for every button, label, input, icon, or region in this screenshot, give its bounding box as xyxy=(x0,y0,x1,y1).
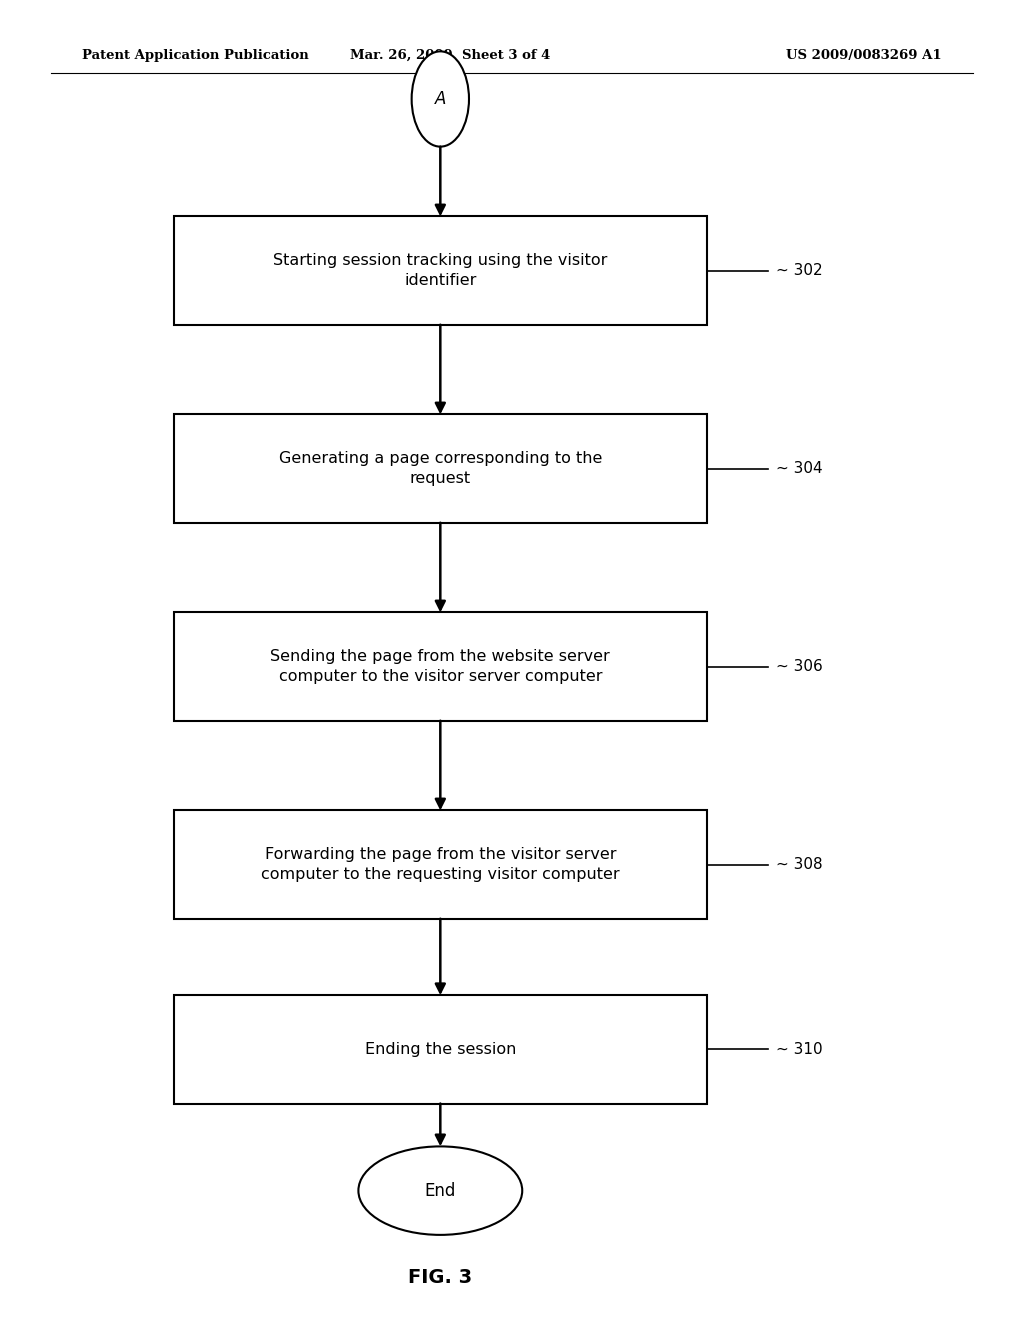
Text: End: End xyxy=(425,1181,456,1200)
Text: FIG. 3: FIG. 3 xyxy=(409,1269,472,1287)
Text: Generating a page corresponding to the
request: Generating a page corresponding to the r… xyxy=(279,451,602,486)
Text: Starting session tracking using the visitor
identifier: Starting session tracking using the visi… xyxy=(273,253,607,288)
FancyBboxPatch shape xyxy=(174,612,707,721)
FancyBboxPatch shape xyxy=(174,995,707,1104)
Text: ~ 302: ~ 302 xyxy=(776,263,823,279)
Text: ~ 308: ~ 308 xyxy=(776,857,823,873)
Ellipse shape xyxy=(358,1146,522,1236)
Text: US 2009/0083269 A1: US 2009/0083269 A1 xyxy=(786,49,942,62)
Text: Sending the page from the website server
computer to the visitor server computer: Sending the page from the website server… xyxy=(270,649,610,684)
Text: Patent Application Publication: Patent Application Publication xyxy=(82,49,308,62)
Text: Mar. 26, 2009  Sheet 3 of 4: Mar. 26, 2009 Sheet 3 of 4 xyxy=(350,49,551,62)
Text: Forwarding the page from the visitor server
computer to the requesting visitor c: Forwarding the page from the visitor ser… xyxy=(261,847,620,882)
Ellipse shape xyxy=(412,51,469,147)
FancyBboxPatch shape xyxy=(174,810,707,919)
Text: ~ 304: ~ 304 xyxy=(776,461,823,477)
FancyBboxPatch shape xyxy=(174,414,707,523)
Text: Ending the session: Ending the session xyxy=(365,1041,516,1057)
Text: ~ 306: ~ 306 xyxy=(776,659,823,675)
FancyBboxPatch shape xyxy=(174,216,707,325)
Text: ~ 310: ~ 310 xyxy=(776,1041,823,1057)
Text: A: A xyxy=(434,90,446,108)
